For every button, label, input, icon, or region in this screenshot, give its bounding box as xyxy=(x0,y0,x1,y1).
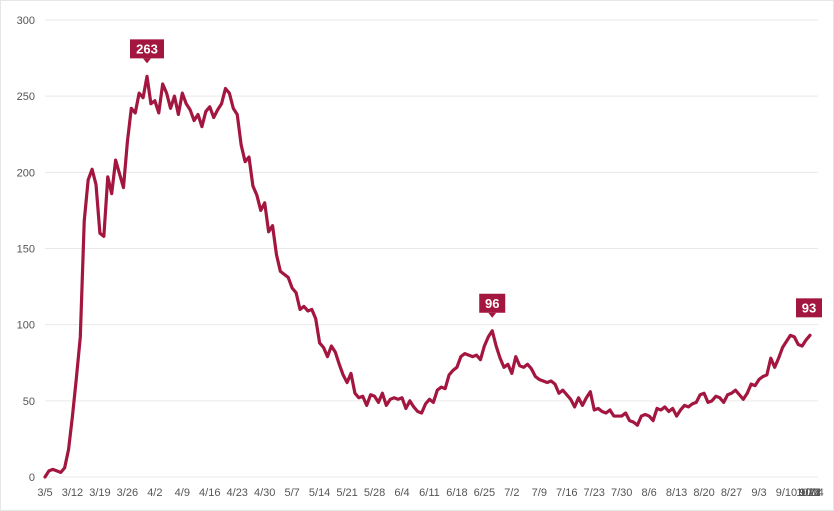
x-tick-label: 7/16 xyxy=(556,487,577,499)
annotation-pointer xyxy=(143,58,151,64)
x-tick-label: 3/19 xyxy=(89,487,110,499)
annotation-box xyxy=(130,39,164,59)
x-tick-label: 7/2 xyxy=(504,487,519,499)
x-tick-label: 8/6 xyxy=(642,487,657,499)
x-tick-label: 4/16 xyxy=(199,487,220,499)
annotation-label: 93 xyxy=(802,300,816,315)
y-tick-label: 200 xyxy=(17,167,35,179)
x-tick-label: 4/23 xyxy=(227,487,248,499)
x-tick-label: 3/26 xyxy=(117,487,138,499)
x-tick-label: 9/24 xyxy=(799,487,820,499)
y-tick-label: 0 xyxy=(29,472,35,484)
x-tick-label: 6/11 xyxy=(419,487,440,499)
y-tick-label: 250 xyxy=(17,91,35,103)
x-tick-label: 6/18 xyxy=(446,487,467,499)
x-tick-label: 10/1 xyxy=(799,487,820,499)
annotation-label: 263 xyxy=(136,41,158,56)
y-tick-label: 100 xyxy=(17,320,35,332)
x-tick-label: 7/23 xyxy=(584,487,605,499)
x-tick-label: 10/8 xyxy=(799,487,820,499)
series-line-layer xyxy=(43,74,812,479)
x-tick-label: 4/9 xyxy=(175,487,190,499)
y-tick-label: 300 xyxy=(17,15,35,27)
y-axis-ticks: 0 50 100 150 200 250 300 xyxy=(17,15,35,484)
annotation-box xyxy=(479,293,506,313)
y-tick-label: 150 xyxy=(17,244,35,256)
x-tick-label: 7/9 xyxy=(532,487,547,499)
x-tick-label: 10/14 xyxy=(796,487,824,499)
x-tick-label: 5/28 xyxy=(364,487,385,499)
annotations: 263 96 93 xyxy=(130,39,822,318)
x-tick-label: 8/27 xyxy=(721,487,742,499)
annotation-callout: 263 xyxy=(130,39,164,64)
x-tick-label: 6/25 xyxy=(474,487,495,499)
y-tick-label: 50 xyxy=(23,396,35,408)
annotation-callout: 96 xyxy=(479,293,506,318)
x-tick-label: 4/30 xyxy=(254,487,275,499)
x-tick-label: 8/13 xyxy=(666,487,687,499)
annotation-box xyxy=(796,298,822,318)
x-axis-ticks: 3/5 3/12 3/19 3/26 4/2 4/9 4/16 4/23 4/30 5/7 5/14… xyxy=(37,487,823,499)
annotation-callout: 93 xyxy=(796,298,822,318)
x-tick-label: 9/3 xyxy=(751,487,766,499)
series-line xyxy=(43,74,812,479)
x-tick-label: 4/2 xyxy=(147,487,162,499)
x-tick-label: 7/30 xyxy=(611,487,632,499)
annotation-pointer xyxy=(488,312,497,318)
x-tick-label: 3/12 xyxy=(62,487,83,499)
x-tick-label: 5/14 xyxy=(309,487,330,499)
x-tick-label: 8/20 xyxy=(693,487,714,499)
x-tick-label: 3/5 xyxy=(37,487,52,499)
x-tick-label: 5/21 xyxy=(336,487,357,499)
annotation-label: 96 xyxy=(485,296,499,311)
x-tick-label: 9/17 xyxy=(799,487,820,499)
x-tick-label: 6/4 xyxy=(394,487,409,499)
x-tick-label: 9/10 xyxy=(776,487,797,499)
x-tick-label: 5/7 xyxy=(285,487,300,499)
